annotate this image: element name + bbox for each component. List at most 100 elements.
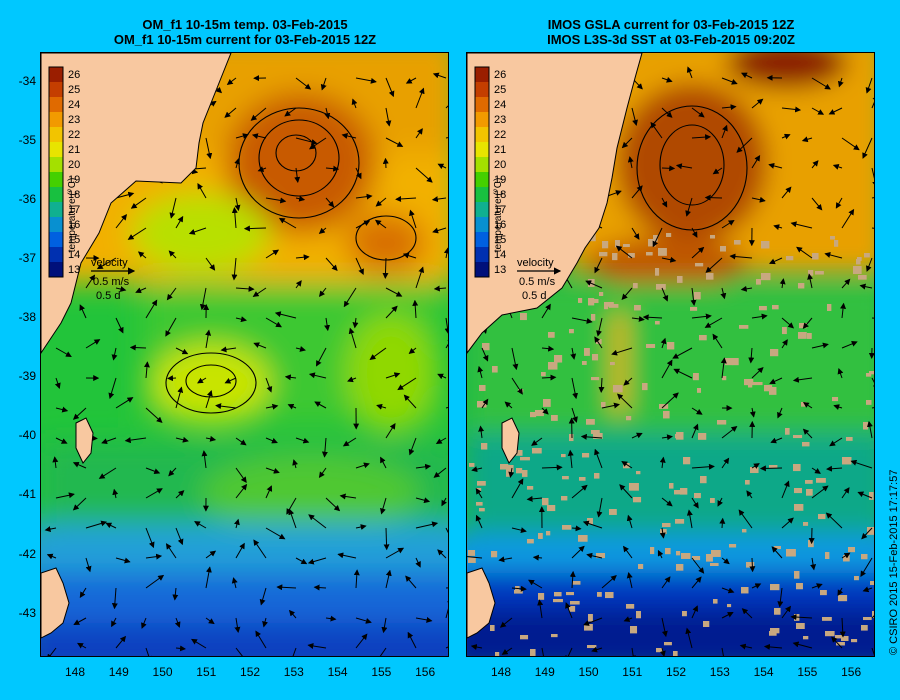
cloud-gap [591,430,600,434]
colorbar-tick-label: 17 [68,204,80,216]
velocity-arrow [801,136,813,143]
cloud-gap [827,304,832,311]
velocity-arrow [768,257,783,265]
right-map-panel: 26 25 24 23 22 21 20 19 18 17 16 15 14 13 temperature… [466,52,875,657]
velocity-arrow [721,612,734,619]
velocity-arrow [111,617,117,628]
velocity-arrow [253,539,267,559]
cloud-gap [543,399,551,407]
velocity-arrow [841,278,851,289]
velocity-arrow [594,257,603,274]
velocity-arrow [857,491,873,499]
velocity-arrow [318,227,327,234]
cloud-gap [782,327,787,335]
velocity-arrow [382,257,389,279]
cloud-gap [633,283,638,289]
cloud-gap [761,273,771,281]
cloud-gap [636,471,641,475]
colorbar-tick-label: 19 [494,174,506,186]
velocity-arrow [73,617,87,625]
cloud-gap [834,240,839,247]
velocity-arrow [295,77,312,90]
flinders-island-land [75,417,94,464]
velocity-arrow [740,285,753,292]
velocity-arrow [115,191,135,199]
velocity-arrow [205,617,215,625]
cloud-gap [669,483,674,489]
colorbar-tick-label: 19 [68,174,80,186]
velocity-arrow [721,124,728,139]
velocity-arrow [205,550,217,559]
cloud-gap [698,433,707,440]
velocity-arrow [781,517,794,529]
colorbar-tick-label: 15 [494,234,506,246]
velocity-arrow [594,336,603,349]
cloud-gap [722,376,727,381]
cloud-gap [774,546,781,550]
velocity-arrow [355,617,372,624]
velocity-arrow [265,527,286,540]
velocity-arrow [385,137,404,147]
velocity-arrow [850,459,873,469]
colorbar-swatch [49,97,63,112]
cloud-gap [570,601,580,605]
velocity-arrow [265,437,278,444]
velocity-arrow [224,107,237,118]
eddy-streamlines [636,105,748,231]
velocity-arrow [168,250,177,259]
velocity-arrow [623,545,633,559]
latitude-tick-label: -36 [18,191,36,206]
cloud-gap [675,434,683,439]
velocity-arrow [611,347,633,356]
velocity-arrow [631,185,643,199]
velocity-arrow [265,467,280,474]
longitude-tick-label: 151 [622,665,643,679]
velocity-arrow [295,437,310,444]
cloud-gap [579,477,586,481]
longitude-tick-label: 156 [841,665,862,679]
cloud-gap [630,626,638,634]
velocity-arrow [355,77,377,84]
cloud-gap [727,604,732,608]
velocity-arrow [504,401,513,409]
velocity-arrow [234,518,240,529]
velocity-arrow [470,644,483,650]
velocity-arrow [616,393,633,409]
velocity-arrow [250,107,267,121]
velocity-arrow [781,106,802,113]
velocity-arrow [265,403,279,410]
cloud-gap [593,299,599,304]
cloud-gap [842,457,852,465]
velocity-arrow [828,107,843,115]
colorbar-swatch [475,262,489,277]
tasmania-land [467,567,496,639]
cloud-gap [798,283,805,289]
velocity-arrow [621,461,633,469]
velocity-arrow [313,584,327,591]
cloud-gap [599,292,604,296]
velocity-arrow [631,107,638,126]
longitude-tick-label: 150 [578,665,599,679]
velocity-arrow [499,617,513,628]
cloud-gap [572,581,581,585]
velocity-arrow [526,495,543,502]
colorbar-tick-label: 17 [494,204,506,216]
velocity-arrow [591,646,603,653]
latitude-tick-label: -35 [18,132,36,147]
velocity-legend-time: 0.5 d [96,290,120,302]
velocity-arrow [691,227,698,238]
velocity-arrow [308,514,327,529]
velocity-arrow [717,497,723,507]
velocity-arrow [672,347,693,359]
velocity-arrow [837,77,844,88]
cloud-gap [785,428,790,435]
colorbar-tick-label: 26 [68,69,80,81]
longitude-tick-label: 148 [64,665,86,679]
latitude-tick-label: -43 [18,605,36,620]
cloud-gap [506,465,514,473]
velocity-arrow [802,428,813,439]
velocity-arrow [691,246,705,259]
velocity-arrow [325,257,338,272]
velocity-arrow [691,134,712,141]
velocity-arrow [721,457,730,469]
